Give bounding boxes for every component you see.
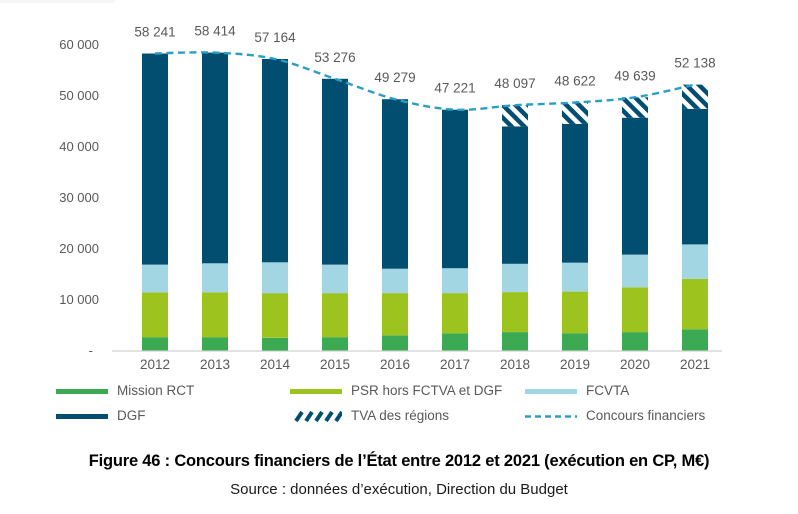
bar-value-label: 47 221 (434, 81, 475, 96)
legend-label-mission-rct: Mission RCT (117, 383, 195, 398)
bar-segment (382, 99, 408, 269)
bar-segment (442, 333, 468, 351)
y-tick-label: 20 000 (59, 241, 99, 256)
bar-segment (142, 53, 168, 265)
bar-segment (562, 102, 588, 124)
bar-segment (502, 263, 528, 293)
bar-value-label: 53 276 (314, 50, 355, 65)
bar-segment (502, 105, 528, 127)
bar-segment (202, 263, 228, 293)
x-tick-label: 2020 (620, 357, 650, 372)
bar-segment (622, 332, 648, 351)
bar-segment (262, 59, 288, 263)
bar-segment (502, 332, 528, 351)
bar-segment (562, 333, 588, 351)
bar-segment (562, 262, 588, 292)
bar-segment (442, 293, 468, 334)
legend-item-psr-hors-fctva-et-dgf: PSR hors FCTVA et DGF (290, 384, 502, 398)
legend-item-tva-des-r-gions: TVA des régions (290, 409, 449, 423)
bar-segment (562, 291, 588, 334)
bar-segment (382, 335, 408, 351)
bar-value-label: 58 414 (194, 24, 236, 39)
legend-label-concours-financiers: Concours financiers (586, 408, 706, 423)
bar-segment (622, 117, 648, 255)
stacked-bar-chart: - 10 000 20 000 30 000 40 000 50 000 60 000 58 … (59, 24, 722, 372)
bar-segment (382, 268, 408, 294)
bar-segment (622, 287, 648, 333)
concours-financiers-line (154, 51, 696, 112)
legend-swatch-fcvta (525, 388, 577, 394)
legend-item-mission-rct: Mission RCT (56, 384, 194, 398)
x-tick-label: 2013 (200, 357, 230, 372)
legend-label-psr-hors-fctva-et-dgf: PSR hors FCTVA et DGF (351, 383, 503, 398)
bar-segment (622, 254, 648, 288)
bar-segment (682, 84, 708, 109)
legend-swatch-mission-rct (56, 388, 108, 394)
x-tick-label: 2017 (440, 357, 470, 372)
bar-segment (502, 292, 528, 333)
bar-segment (142, 264, 168, 293)
bar-segment (622, 97, 648, 118)
y-tick-label: 30 000 (59, 190, 99, 205)
x-tick-label: 2014 (260, 357, 291, 372)
legend-swatch-dgf (56, 413, 108, 419)
legend-label-dgf: DGF (117, 408, 146, 423)
bar-segment (682, 278, 708, 330)
bar-segment (322, 78, 348, 265)
x-tick-label: 2019 (560, 357, 590, 372)
legend-item-dgf: DGF (56, 409, 146, 423)
bar-segment (382, 293, 408, 336)
bar-segment (142, 292, 168, 338)
bar-value-label: 48 097 (494, 76, 535, 91)
bar-value-label: 57 164 (254, 30, 296, 45)
bar-value-labels: 58 241 58 414 57 164 53 276 49 279 47 221 48 0… (134, 24, 715, 96)
bar-value-label: 52 138 (674, 56, 715, 71)
top-left-artifact (0, 0, 115, 3)
y-tick-label: 10 000 (59, 292, 99, 307)
bar-segment (682, 329, 708, 351)
bar-segment (202, 52, 228, 264)
bar-value-label: 48 622 (554, 74, 595, 89)
x-axis: 2012 2013 2014 2015 2016 2017 2018 2019 2020 2021 (140, 357, 710, 372)
legend-item-fcvta: FCVTA (525, 384, 629, 398)
legend-label-fcvta: FCVTA (586, 383, 630, 398)
bar-segment (442, 109, 468, 269)
bar-segment (142, 337, 168, 351)
bar-segment (322, 293, 348, 338)
y-tick-label: - (89, 343, 93, 358)
y-tick-label: 60 000 (59, 37, 99, 52)
x-tick-label: 2018 (500, 357, 530, 372)
y-tick-label: 40 000 (59, 139, 99, 154)
bar-segment (322, 337, 348, 351)
bar-segment (262, 337, 288, 351)
bar-segment (322, 264, 348, 294)
bar-segment (262, 262, 288, 294)
legend-label-tva-des-r-gions: TVA des régions (351, 408, 450, 423)
bar-value-label: 49 279 (374, 70, 415, 85)
bar-segment (562, 123, 588, 263)
bar-segment (202, 337, 228, 351)
x-tick-label: 2012 (140, 357, 170, 372)
bar-segment (442, 268, 468, 294)
bar-segment (502, 126, 528, 264)
bar-value-label: 49 639 (614, 68, 655, 83)
x-tick-label: 2021 (680, 357, 710, 372)
legend-swatch-tva-des-r-gions (294, 410, 342, 422)
bars (142, 52, 708, 351)
legend-swatch-psr-hors-fctva-et-dgf (290, 388, 342, 394)
y-axis: - 10 000 20 000 30 000 40 000 50 000 60 000 (59, 37, 99, 358)
bar-segment (682, 244, 708, 279)
figure-source: Source : données d’exécution, Direction … (230, 481, 568, 498)
bar-segment (262, 293, 288, 338)
bar-segment (682, 108, 708, 245)
legend-swatch-concours-financiers (525, 414, 577, 418)
bar-value-label: 58 241 (134, 25, 175, 40)
figure-caption: Figure 46 : Concours financiers de l’Éta… (88, 452, 710, 470)
y-tick-label: 50 000 (59, 88, 99, 103)
bar-segment (202, 292, 228, 338)
x-tick-label: 2016 (380, 357, 410, 372)
legend-item-concours-financiers: Concours financiers (525, 409, 705, 423)
x-tick-label: 2015 (320, 357, 350, 372)
